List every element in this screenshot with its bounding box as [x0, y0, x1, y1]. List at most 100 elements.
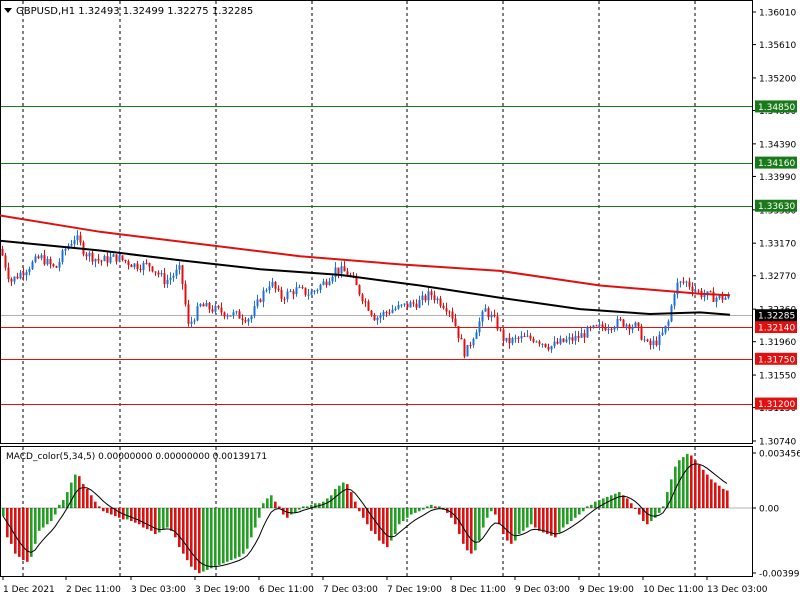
macd-bar	[506, 508, 509, 541]
macd-bar	[242, 508, 245, 554]
candle-body	[142, 262, 145, 270]
candle-body	[610, 328, 613, 330]
price-tick-label: 1.35610	[759, 41, 796, 51]
macd-bar	[558, 508, 561, 533]
candle-body	[76, 235, 79, 241]
candle-body	[301, 287, 304, 289]
macd-bar	[494, 508, 497, 515]
macd-bar	[162, 508, 165, 530]
macd-bar	[646, 508, 649, 525]
candle-body	[400, 304, 403, 306]
candle-body	[34, 256, 37, 262]
macd-bar	[110, 508, 113, 515]
macd-bar	[198, 508, 201, 574]
candle-body	[190, 321, 193, 324]
macd-bar	[622, 495, 625, 508]
candle-body	[667, 321, 670, 326]
macd-bar	[42, 508, 45, 528]
ma-slow-line	[0, 214, 731, 297]
candle-body	[232, 312, 235, 316]
vertical-grid	[22, 1, 696, 576]
macd-bar	[70, 482, 73, 508]
candle-body	[661, 332, 664, 335]
moving-averages	[0, 214, 731, 316]
macd-bar	[102, 508, 105, 512]
candle-body	[451, 311, 454, 319]
macd-bar	[230, 508, 233, 561]
dropdown-arrow-icon[interactable]	[4, 8, 12, 13]
candle-body	[625, 324, 628, 327]
macd-bar	[150, 508, 153, 531]
candle-body	[418, 300, 421, 308]
candle-body	[202, 304, 205, 307]
candle-body	[331, 276, 334, 282]
macd-bar	[518, 508, 521, 535]
candle-body	[685, 281, 688, 283]
macd-bar	[410, 508, 413, 515]
macd-bar	[138, 508, 141, 525]
candle-body	[139, 268, 142, 270]
candle-body	[496, 316, 499, 330]
macd-bar	[346, 484, 349, 508]
macd-bar	[166, 508, 169, 528]
macd-bar	[370, 508, 373, 531]
candle-body	[73, 240, 76, 245]
candle-body	[223, 312, 226, 317]
level-tag-label: 1.32140	[758, 324, 795, 334]
macd-bar	[30, 508, 33, 557]
macd-bar	[362, 508, 365, 518]
macd-bar	[662, 506, 665, 508]
macd-bar	[218, 508, 221, 566]
time-tick-label: 3 Dec 19:00	[195, 585, 250, 595]
macd-bar	[282, 508, 285, 515]
candle-body	[172, 275, 175, 278]
candle-body	[361, 294, 364, 302]
level-price-tags: 1.34850 1.34160 1.33630 1.32140 1.31750 1.312…	[755, 100, 797, 410]
level-tag-support	[755, 321, 797, 334]
candle-body	[487, 308, 490, 318]
macd-bar	[698, 465, 701, 508]
candle-body	[97, 258, 100, 261]
macd-bar	[418, 508, 421, 512]
candle-body	[157, 272, 160, 275]
candle-body	[100, 260, 103, 262]
candle-body	[589, 327, 592, 329]
candle-body	[694, 290, 697, 292]
candle-body	[541, 343, 544, 345]
macd-bar	[38, 508, 41, 531]
time-tick-label: 2 Dec 11:00	[66, 585, 121, 595]
macd-bar	[598, 500, 601, 508]
macd-tick-label: 0.0034562	[759, 450, 800, 460]
macd-bar	[350, 492, 353, 508]
candle-body	[124, 259, 127, 262]
macd-bar	[250, 508, 253, 538]
candle-body	[490, 314, 493, 318]
macd-bar	[394, 508, 397, 535]
current-price-label: 1.32285	[758, 312, 795, 322]
macd-bar	[126, 508, 129, 520]
candle-body	[511, 338, 514, 344]
macd-bar	[174, 508, 177, 538]
candle-body	[391, 309, 394, 313]
candle-body	[244, 320, 247, 322]
time-tick-label: 13 Dec 03:00	[707, 585, 768, 595]
candle-body	[346, 271, 349, 275]
macd-bar	[58, 504, 61, 508]
candle-body	[358, 285, 361, 295]
macd-bar	[194, 508, 197, 570]
macd-bar	[650, 508, 653, 522]
candle-body	[688, 281, 691, 287]
candle-body	[355, 277, 358, 286]
macd-bar	[498, 508, 501, 525]
candle-body	[394, 308, 397, 310]
candle-body	[526, 335, 529, 337]
candle-body	[382, 312, 385, 316]
candle-body	[166, 279, 169, 285]
macd-bar	[722, 488, 725, 508]
macd-bar	[526, 508, 529, 528]
macd-bar	[710, 479, 713, 508]
macd-bar	[426, 506, 429, 508]
candle-body	[154, 271, 157, 273]
